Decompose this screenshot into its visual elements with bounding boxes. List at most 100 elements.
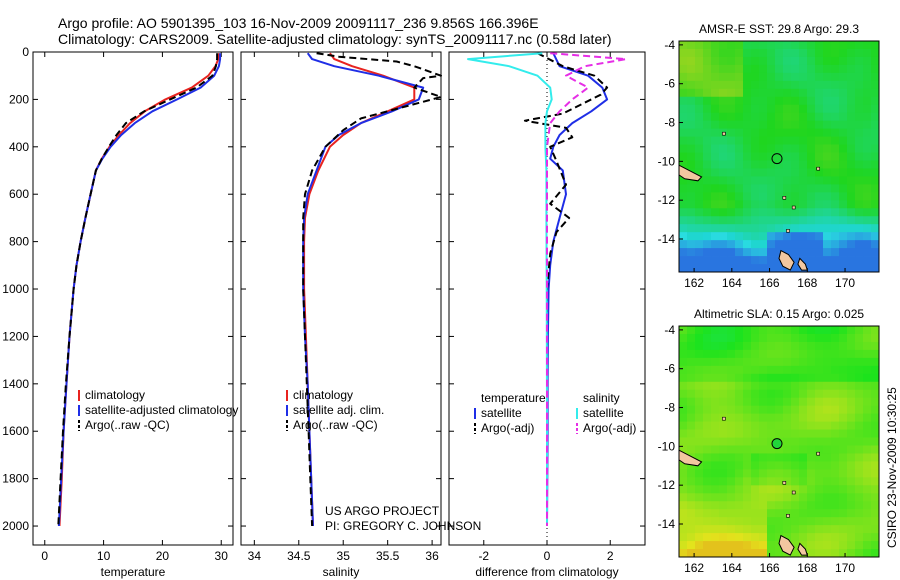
sla-heatmap-cell [759,357,768,367]
sst-heatmap-cell [695,112,704,122]
sla-heatmap-cell [679,413,688,422]
sla-heatmap-cell [711,421,720,430]
sst-heatmap-cell [847,184,856,193]
sst-heatmap-cell [735,216,744,225]
sla-heatmap-cell [855,525,864,534]
sla-heatmap-cell [791,493,800,502]
sst-heatmap-cell [855,256,864,265]
sla-land-islet [791,490,796,495]
sst-heatmap-cell [735,176,744,185]
sst-heatmap-cell [815,136,824,145]
sst-heatmap-cell [727,144,736,153]
sla-heatmap-cell [839,461,848,470]
sla-heatmap-cell [719,357,728,367]
sst-heatmap-cell [767,192,776,201]
sst-heatmap-cell [815,184,824,193]
sla-heatmap-cell [863,357,872,367]
sst-heatmap-cell [807,41,816,50]
sst-land-islet [722,131,726,136]
sla-heatmap-cell [831,541,840,550]
sla-heatmap-cell [735,357,744,367]
sla-heatmap-cell [711,326,720,335]
sst-heatmap-cell [791,80,800,90]
sla-heatmap-cell [807,485,816,494]
sst-heatmap-cell [679,72,688,82]
sla-heatmap-cell [823,326,832,335]
sla-heatmap-cell [775,365,784,375]
sst-heatmap-cell [855,208,864,217]
sla-heatmap-cell [855,469,864,478]
sla-heatmap-cell [695,437,704,446]
sst-heatmap-cell [831,88,840,98]
sst-heatmap-cell [703,80,712,90]
sla-heatmap-cell [871,493,880,502]
sla-heatmap-cell [711,357,720,367]
sla-heatmap-cell [855,365,864,375]
sla-heatmap-cell [743,373,752,383]
sla-heatmap-cell [727,509,736,518]
sla-heatmap-cell [863,517,872,526]
sla-heatmap-cell [815,341,824,351]
sla-heatmap-cell [735,549,744,558]
sst-heatmap-cell [679,224,688,233]
sst-heatmap-cell [695,224,704,233]
sla-heatmap-cell [775,501,784,510]
sla-heatmap-cell [775,405,784,415]
sla-heatmap-cell [783,453,792,462]
sla-heatmap-cell [759,485,768,494]
sla-heatmap-cell [711,405,720,415]
sst-heatmap-cell [759,200,768,209]
sst-heatmap-cell [679,192,688,201]
sst-heatmap-cell [727,48,736,58]
sst-heatmap-cell [839,168,848,177]
sla-heatmap-cell [679,469,688,478]
sla-heatmap-cell [703,333,712,343]
sla-heatmap-cell [679,509,688,518]
sla-heatmap-cell [751,437,760,446]
sla-heatmap-cell [767,501,776,510]
sla-heatmap-cell [751,357,760,367]
sst-heatmap-cell [735,48,744,58]
sla-heatmap-cell [711,413,720,422]
sla-heatmap-cell [839,429,848,438]
sst-heatmap-cell [767,264,776,273]
sla-heatmap-cell [759,461,768,470]
sla-heatmap-cell [863,349,872,359]
sla-heatmap-cell [791,429,800,438]
sla-heatmap-cell [855,381,864,391]
sla-heatmap-cell [775,549,784,558]
sla-heatmap-cell [815,485,824,494]
sst-heatmap-cell [711,224,720,233]
sst-heatmap-cell [727,200,736,209]
sla-heatmap-cell [807,397,816,407]
sla-heatmap-cell [687,429,696,438]
sst-heatmap-cell [679,240,688,249]
sst-heatmap-cell [791,208,800,217]
sst-heatmap-cell [775,104,784,114]
sst-heatmap-cell [775,256,784,265]
sst-heatmap-cell [863,232,872,241]
sst-heatmap-cell [863,80,872,90]
sst-heatmap-cell [871,240,880,249]
sst-heatmap-cell [831,152,840,161]
sla-heatmap-cell [775,525,784,534]
sla-heatmap-cell [687,461,696,470]
sla-heatmap-cell [807,333,816,343]
sla-land-islet [786,513,790,518]
depth-tick-label: 800 [9,235,29,249]
sst-heatmap-cell [759,104,768,114]
sst-heatmap-cell [727,136,736,145]
sla-heatmap-cell [775,445,784,454]
sla-heatmap-cell [743,397,752,407]
sla-heatmap-cell [743,405,752,415]
sst-heatmap-cell [847,160,856,169]
sla-heatmap-cell [807,517,816,526]
sst-heatmap-cell [799,88,808,98]
sst-heatmap-cell [703,248,712,257]
sla-heatmap-cell [847,429,856,438]
sla-heatmap-cell [799,333,808,343]
sst-heatmap-cell [871,120,880,130]
sst-heatmap-cell [855,168,864,177]
sst-heatmap-cell [847,216,856,225]
